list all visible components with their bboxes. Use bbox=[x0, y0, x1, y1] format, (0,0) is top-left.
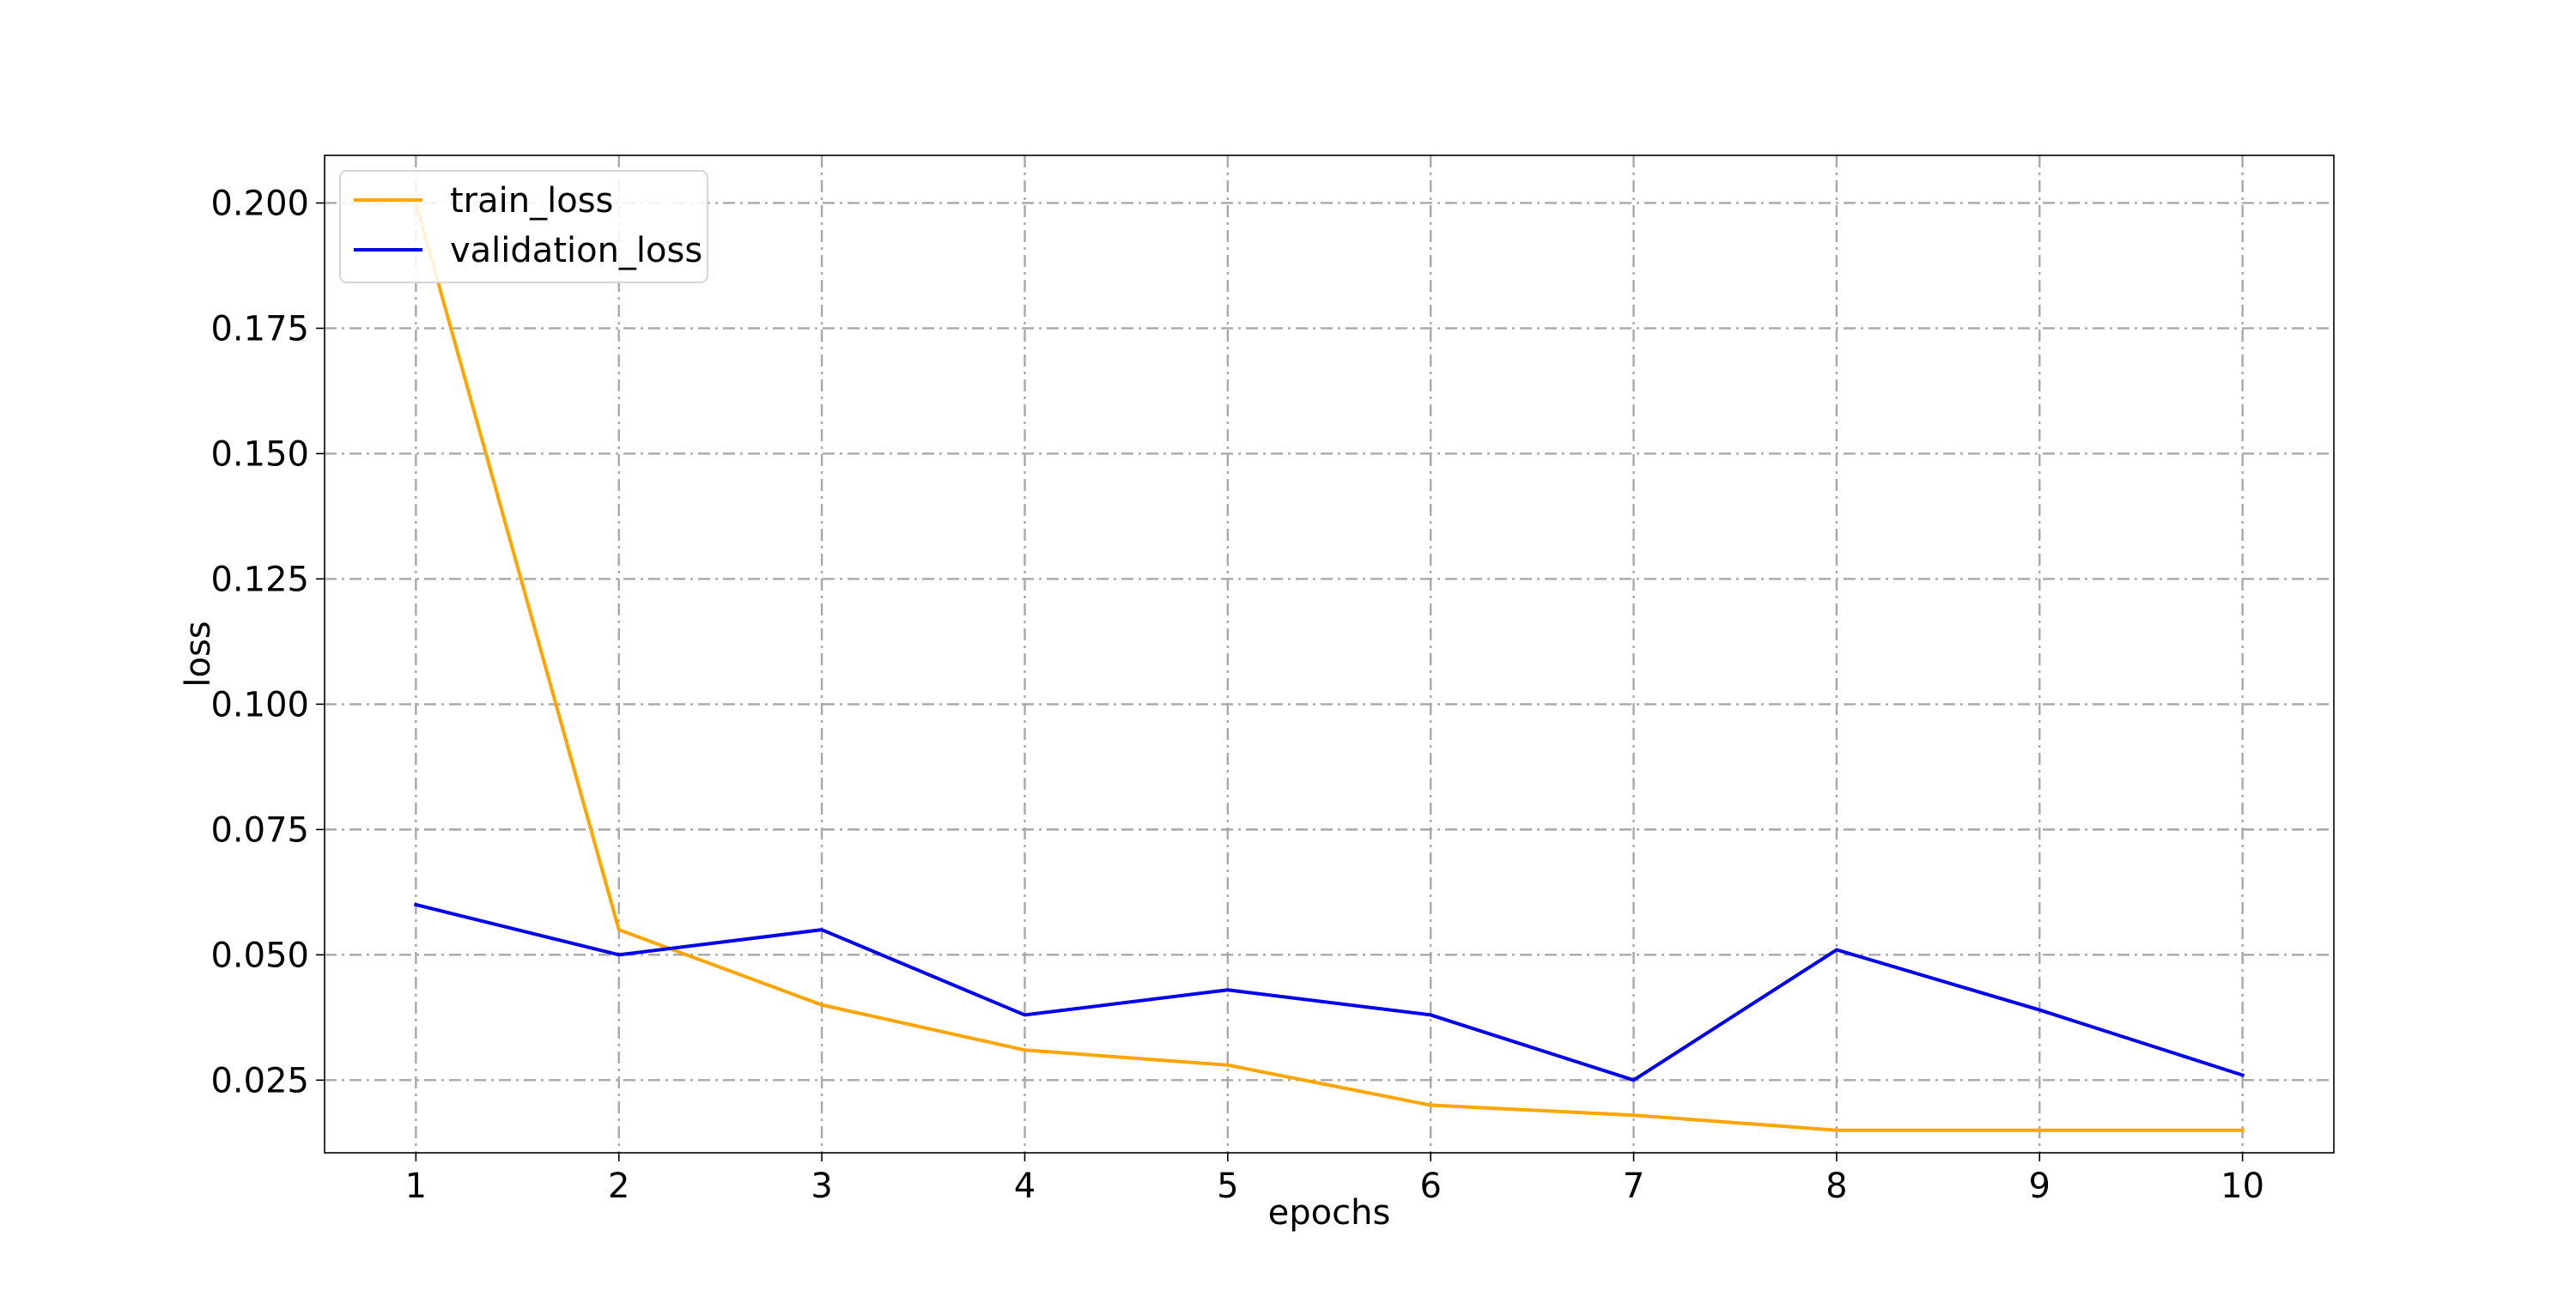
y-tick-label: 0.200 bbox=[210, 184, 309, 223]
x-tick-label: 2 bbox=[608, 1167, 629, 1206]
series-line-train-loss bbox=[416, 203, 2242, 1130]
x-tick-label: 3 bbox=[811, 1167, 832, 1206]
x-tick-label: 7 bbox=[1623, 1167, 1644, 1206]
x-axis-label: epochs bbox=[1268, 1193, 1391, 1233]
y-tick-label: 0.050 bbox=[210, 936, 309, 975]
legend: train_loss validation_loss bbox=[340, 171, 708, 282]
x-tick-label: 9 bbox=[2029, 1167, 2050, 1206]
y-axis-ticks: 0.025 0.050 0.075 0.100 0.125 0.150 0.175 0.200 bbox=[210, 184, 325, 1100]
y-tick-label: 0.025 bbox=[210, 1061, 309, 1100]
series-line-validation-loss bbox=[416, 905, 2242, 1080]
x-tick-label: 1 bbox=[405, 1167, 427, 1206]
y-tick-label: 0.125 bbox=[210, 560, 309, 599]
y-tick-label: 0.150 bbox=[210, 434, 309, 474]
y-axis-label: loss bbox=[179, 621, 218, 687]
legend-label: validation_loss bbox=[450, 231, 702, 270]
y-tick-label: 0.175 bbox=[210, 309, 309, 349]
x-tick-label: 4 bbox=[1014, 1167, 1036, 1206]
x-tick-label: 8 bbox=[1826, 1167, 1847, 1206]
x-tick-label: 6 bbox=[1419, 1167, 1441, 1206]
legend-label: train_loss bbox=[450, 181, 613, 221]
series-lines bbox=[416, 203, 2242, 1130]
y-tick-label: 0.100 bbox=[210, 685, 309, 724]
x-tick-label: 5 bbox=[1217, 1167, 1238, 1206]
x-tick-label: 10 bbox=[2221, 1167, 2264, 1206]
y-tick-label: 0.075 bbox=[210, 810, 309, 850]
